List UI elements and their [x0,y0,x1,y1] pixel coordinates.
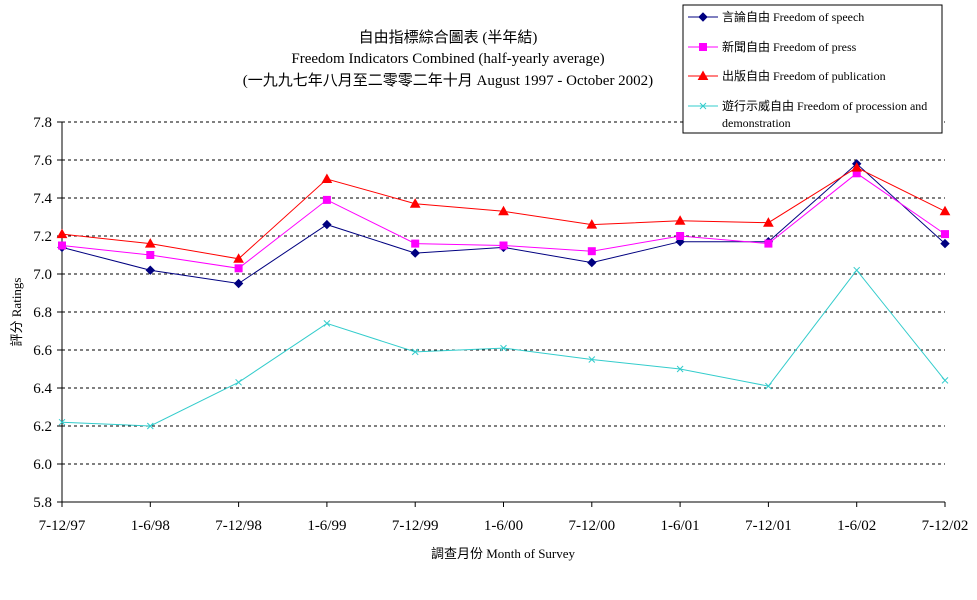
y-tick-label: 7.8 [33,115,52,131]
x-tick-label: 7-12/98 [215,518,262,534]
data-point [851,162,863,172]
legend-entry-2: 新聞自由 Freedom of press [688,39,857,54]
marker-stroke [676,365,684,373]
data-point [411,348,419,356]
data-point [145,265,156,275]
series-3 [56,162,951,263]
y-tick-label: 5.8 [33,495,52,511]
y-tick-label: 7.2 [33,229,52,245]
legend-label: 新聞自由 Freedom of press [722,39,857,54]
marker-stroke [699,102,707,110]
x-tick-label: 1-6/99 [307,518,346,534]
marker-stroke [146,422,154,430]
legend: 言論自由 Freedom of speech 新聞自由 Freedom of pr… [682,4,943,134]
marker-stroke [853,266,861,274]
marker-stroke [323,320,331,327]
legend-marker [698,12,708,22]
marker-stroke [588,356,596,363]
data-point [321,173,333,183]
data-point [56,228,68,239]
y-tick-label: 7.0 [33,267,52,283]
legend-label: 出版自由 Freedom of publication [722,69,886,83]
legend-marker [699,43,707,51]
data-point [939,205,951,216]
y-tick-label: 6.2 [33,419,52,435]
legend-entry-1: 言論自由 Freedom of speech [688,9,864,24]
series-group [56,159,951,430]
data-point [146,251,155,259]
x-tick-label: 1-6/01 [661,518,700,534]
y-tick-label: 6.6 [33,343,52,359]
data-point [146,422,154,430]
chart-subtitle: Freedom Indicators Combined (half-yearly… [291,51,604,67]
data-point [233,253,244,263]
x-tick-label: 7-12/97 [39,518,86,534]
data-point [499,241,508,250]
data-point [587,257,597,268]
marker-stroke [235,378,242,386]
marker-stroke [58,418,66,426]
data-point [498,205,509,216]
data-point [322,219,332,230]
data-point [676,365,684,373]
x-tick-label: 1-6/98 [131,518,170,534]
data-point [941,377,949,384]
legend-marker [697,70,709,80]
x-tick-label: 7-12/00 [568,518,615,534]
data-point [586,219,598,229]
data-point [764,239,773,248]
legend-label: 言論自由 Freedom of speech [722,9,864,24]
x-tick-label: 1-6/00 [484,518,523,534]
x-tick-label: 1-6/02 [837,518,876,534]
x-tick-label: 7-12/02 [922,518,969,534]
data-point [144,238,156,248]
data-point [588,356,596,363]
data-point [234,264,243,273]
data-point [235,378,242,386]
data-point [674,215,686,225]
marker-stroke [411,348,419,356]
marker-stroke [500,344,507,352]
data-point [409,198,421,208]
data-point [765,382,772,390]
data-point [410,248,420,258]
legend-entry-3: 出版自由 Freedom of publication [688,69,886,83]
data-point [500,344,507,352]
data-point [323,320,331,327]
legend-box [682,4,943,134]
data-point [853,266,861,274]
data-point [763,217,774,227]
legend-marker [699,102,707,110]
data-point [58,418,66,426]
x-tick-label: 7-12/99 [392,518,439,534]
data-point [58,241,66,250]
chart-subtitle-period: (一九九七年八月至二零零二年十月 August 1997 - October 2… [243,72,653,89]
series-2 [58,169,949,273]
data-point [941,230,949,239]
data-point [411,239,420,248]
data-point [676,232,685,240]
data-point [940,238,950,249]
axes: 5.8 6.0 6.2 6.4 6.6 6.8 7.0 7.2 7.4 7.6 7.8 7-12/97… [33,115,968,534]
legend-entry-4: 遊行示威自由 Freedom of procession and demonstr… [688,98,927,130]
x-axis-title: 調查月份 Month of Survey [431,546,576,561]
chart-title: 自由指標綜合圖表 (半年結) [359,29,538,46]
y-tick-label: 6.8 [33,305,52,321]
y-axis-title: 評分 Ratings [9,278,24,347]
y-tick-label: 6.4 [33,381,52,397]
y-tick-label: 7.4 [33,191,52,207]
legend-label: demonstration [722,116,791,130]
data-point [233,278,244,289]
legend-label: 遊行示威自由 Freedom of procession and [722,98,927,113]
series-4 [58,266,949,430]
x-tick-label: 7-12/01 [745,518,792,534]
data-point [587,247,596,256]
marker-stroke [765,382,772,390]
y-tick-label: 7.6 [33,153,52,169]
y-tick-label: 6.0 [33,457,52,473]
marker-stroke [941,377,949,384]
data-point [322,195,331,204]
